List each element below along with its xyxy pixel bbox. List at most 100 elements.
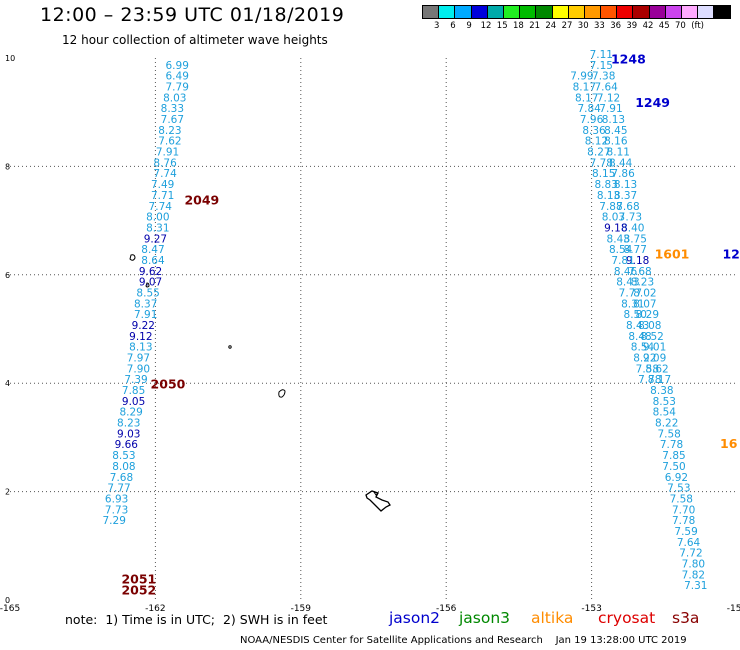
colorbar-label: 3 (434, 21, 440, 31)
swh-value: 7.99 (570, 71, 593, 83)
colorbar-label: 15 (496, 21, 508, 31)
swh-value: 7.73 (619, 212, 642, 224)
swh-value: 7.74 (149, 201, 173, 213)
swh-value: 8.13 (597, 190, 620, 202)
swh-value: 9.27 (144, 233, 167, 245)
swh-value: 7.85 (122, 385, 145, 397)
footer-credit: NOAA/NESDIS Center for Satellite Applica… (240, 635, 687, 646)
swh-value: 8.33 (161, 103, 184, 115)
coastline (129, 254, 391, 512)
swh-value: 7.91 (134, 309, 157, 321)
swh-value: 8.62 (645, 363, 668, 375)
swh-value: 8.40 (621, 222, 644, 234)
x-tick-label: -162 (145, 604, 165, 614)
swh-value: 8.00 (146, 212, 169, 224)
swh-value: 7.68 (616, 201, 639, 213)
colorbar-label: 21 (529, 21, 541, 31)
colorbar-label: 6 (450, 21, 456, 31)
units-note: note: 1) Time is in UTC; 2) SWH is in fe… (65, 612, 328, 627)
swh-value: 8.46 (614, 266, 638, 278)
swh-value: 8.54 (609, 244, 633, 256)
swh-value: 6.93 (105, 493, 128, 505)
swh-value: 7.96 (580, 114, 604, 126)
colorbar-label: 27 (561, 21, 573, 31)
y-tick-label: 0 (5, 596, 10, 605)
swh-value: 7.74 (153, 168, 177, 180)
swh-value: 9.66 (115, 439, 139, 451)
island (129, 254, 136, 261)
swh-value: 7.84 (577, 103, 601, 115)
colorbar-label: 39 (626, 21, 638, 31)
swh-value: 8.13 (602, 114, 625, 126)
colorbar-label: 33 (594, 21, 605, 31)
swh-value: 7.11 (590, 49, 613, 61)
swh-value: 8.37 (134, 298, 157, 310)
swh-value: 8.52 (640, 331, 663, 343)
map-subtitle: 12 hour collection of altimeter wave hei… (62, 33, 328, 47)
swh-value: 7.79 (166, 82, 189, 94)
swh-value: 8.36 (582, 125, 606, 137)
swh-value: 7.68 (628, 266, 651, 278)
y-tick-label: 8 (5, 162, 10, 171)
swh-value: 6.49 (166, 71, 189, 83)
swh-value: 8.54 (631, 342, 655, 354)
swh-value: 8.08 (638, 320, 661, 332)
swh-value: 8.02 (633, 287, 656, 299)
legend-s3a: s3a (672, 609, 700, 627)
swh-value: 8.53 (653, 396, 676, 408)
swh-value: 7.49 (151, 179, 174, 191)
swh-value: 9.09 (643, 353, 666, 365)
swh-value: 8.22 (655, 418, 678, 430)
swh-value: 8.17 (575, 92, 598, 104)
island (228, 345, 232, 349)
swh-value: 7.58 (636, 363, 659, 375)
swh-value: 7.15 (590, 60, 613, 72)
swh-value: 7.70 (672, 504, 695, 516)
swh-value: 9.07 (139, 277, 162, 289)
colorbar-label: 36 (610, 21, 622, 31)
colorbar-label: 18 (513, 21, 524, 31)
swh-value: 8.08 (112, 461, 135, 473)
pass-time-label: 2050 (151, 377, 186, 392)
swh-value: 7.64 (594, 82, 618, 94)
swh-value: 8.75 (624, 233, 647, 245)
swh-value: 7.67 (161, 114, 184, 126)
x-tick-label: -150 (727, 604, 740, 614)
pass-time-label: 2052 (121, 583, 156, 598)
x-tick-label: -156 (436, 604, 457, 614)
swh-value: 7.78 (590, 157, 613, 169)
pass-time-label: 1248 (611, 51, 646, 66)
colorbar-label: (ft) (691, 21, 704, 31)
swh-value: 9.18 (626, 255, 649, 267)
swh-value: 8.45 (604, 125, 627, 137)
swh-value: 7.72 (679, 548, 702, 560)
pass-time-label: 2051 (121, 572, 156, 587)
swh-value: 7.58 (657, 428, 680, 440)
swh-value: 8.50 (624, 309, 647, 321)
swh-value: 8.43 (607, 233, 630, 245)
swh-value: 7.53 (667, 483, 690, 495)
swh-value: 9.01 (643, 342, 666, 354)
swh-value: 7.39 (124, 374, 147, 386)
axis-labels: -165 -162 -159 -156 -153 -150 0 2 4 6 8 10 (0, 54, 740, 614)
swh-value: 9.03 (117, 428, 140, 440)
swh-value: 7.91 (156, 147, 179, 159)
swh-values: 6.996.497.798.038.337.678.237.627.918.76… (103, 49, 708, 592)
swh-value: 7.29 (103, 515, 126, 527)
swh-value: 8.13 (129, 342, 152, 354)
swh-value: 8.29 (119, 407, 142, 419)
swh-value: 8.37 (614, 190, 637, 202)
legend-altika: altika (531, 609, 574, 627)
swh-value: 7.50 (662, 461, 685, 473)
swh-value: 7.78 (660, 439, 683, 451)
swh-value: 8.23 (117, 418, 140, 430)
swh-value: 8.16 (604, 136, 628, 148)
swh-value: 6.92 (665, 472, 688, 484)
swh-value: 7.68 (110, 472, 133, 484)
x-tick-label: -159 (291, 604, 312, 614)
colorbar-label: 70 (675, 21, 686, 31)
swh-value: 8.48 (628, 331, 651, 343)
y-tick-label: 4 (5, 379, 10, 388)
swh-value: 8.17 (573, 82, 596, 94)
